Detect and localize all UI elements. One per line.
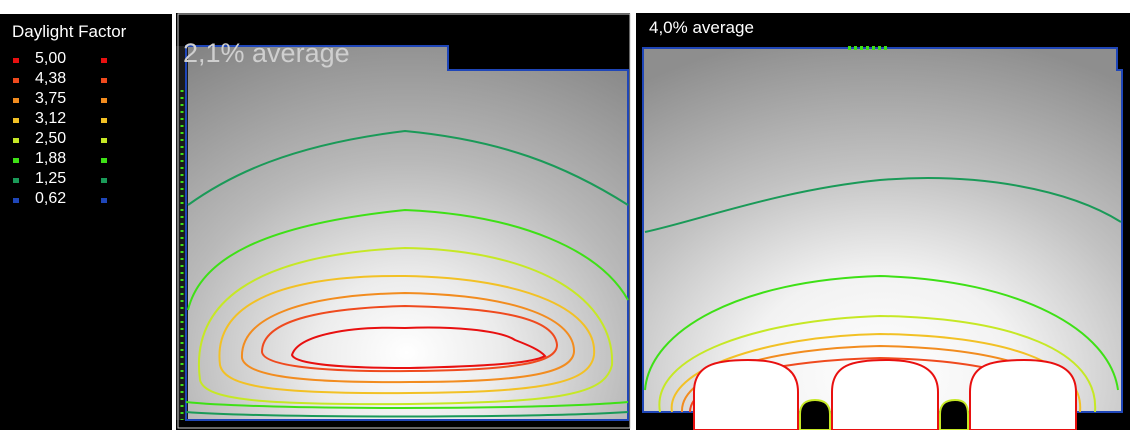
left-floor-edge-lines <box>185 401 629 409</box>
right-panel-average: 4,0% average <box>649 18 754 37</box>
legend-swatch-right <box>101 58 107 63</box>
right-floor-edge-right <box>1078 413 1130 430</box>
legend-swatch-left <box>13 78 19 83</box>
legend-swatch-left <box>13 58 19 63</box>
legend-value: 3,75 <box>35 90 67 107</box>
legend-value: 0,62 <box>35 190 67 207</box>
left-panel-average: 2,1% average <box>183 38 350 68</box>
legend-swatch-right <box>101 198 107 203</box>
left-room-floor <box>186 46 628 420</box>
legend-swatch-left <box>13 198 19 203</box>
left-isoline-4-38 <box>260 304 559 373</box>
right-window-bay-3 <box>969 358 1077 430</box>
legend-swatch-right <box>101 118 107 123</box>
legend-item: 0,62 <box>0 190 172 210</box>
right-isoline-1-25 <box>644 177 1122 233</box>
legend-swatch-right <box>101 178 107 183</box>
left-room-outline <box>185 45 629 421</box>
right-window-bay-1 <box>693 358 799 430</box>
left-floor-edge-lines-2 <box>185 411 629 418</box>
left-isoline-3-12 <box>218 274 596 395</box>
legend-item: 4,38 <box>0 70 172 90</box>
right-isoline-1-88 <box>644 274 1119 391</box>
right-isoline-2-50 <box>658 314 1097 413</box>
right-panel <box>636 13 1130 430</box>
legend-title: Daylight Factor <box>12 22 127 41</box>
legend-item: 3,75 <box>0 90 172 110</box>
legend-value: 5,00 <box>35 50 67 67</box>
right-mullion-gap-1 <box>799 398 831 430</box>
legend-swatch-right <box>101 98 107 103</box>
right-mullion-gap-2 <box>939 398 969 430</box>
legend-swatch-right <box>101 78 107 83</box>
right-floor-edge-left <box>643 413 692 430</box>
legend-swatch-left <box>13 98 19 103</box>
legend-item: 2,50 <box>0 130 172 150</box>
legend-item: 1,25 <box>0 170 172 190</box>
legend-swatch-left <box>13 178 19 183</box>
left-isoline-1-88 <box>187 208 629 311</box>
left-panel-frame <box>177 13 631 429</box>
legend-value: 1,88 <box>35 150 67 167</box>
left-isoline-2-50 <box>197 246 614 406</box>
legend-swatch-right <box>101 138 107 143</box>
legend-item: 3,12 <box>0 110 172 130</box>
right-room-outline <box>642 47 1123 413</box>
legend-value: 4,38 <box>35 70 67 87</box>
left-isoline-5-00 <box>290 326 547 370</box>
right-window-bay-2 <box>831 358 939 430</box>
legend-value: 3,12 <box>35 110 67 127</box>
left-panel <box>176 13 631 430</box>
daylight-factor-legend: Daylight Factor 5,00 4,38 3,75 3,12 2,50 1,88… <box>0 14 172 430</box>
legend-value: 2,50 <box>35 130 67 147</box>
left-isoline-1-25 <box>187 129 629 206</box>
legend-swatch-right <box>101 158 107 163</box>
right-room-floor <box>643 48 1122 412</box>
legend-swatch-left <box>13 138 19 143</box>
legend-item: 5,00 <box>0 50 172 70</box>
legend-item: 1,88 <box>0 150 172 170</box>
legend-swatch-left <box>13 118 19 123</box>
legend-swatch-left <box>13 158 19 163</box>
legend-value: 1,25 <box>35 170 67 187</box>
left-isoline-3-75 <box>240 291 576 384</box>
